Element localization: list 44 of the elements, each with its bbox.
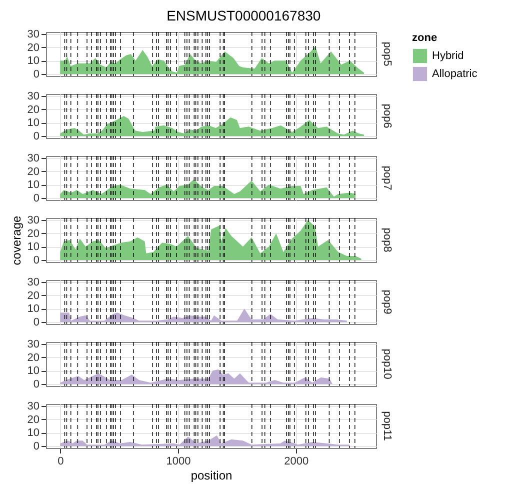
y-tick-label: 10 — [27, 303, 40, 316]
y-tick-label: 30 — [27, 276, 40, 288]
text: pop6 — [381, 104, 393, 128]
y-tick-label: 20 — [27, 104, 40, 116]
x-tick-label: 1000 — [166, 456, 191, 468]
text: pop11 — [381, 411, 393, 441]
chart-title: ENSMUST00000167830 — [166, 8, 321, 24]
y-tick-label: 20 — [27, 228, 40, 240]
text: pop9 — [381, 290, 393, 314]
x-tick-label: 2000 — [284, 456, 309, 468]
y-tick-label: 30 — [27, 152, 40, 164]
y-tick-label: 30 — [27, 28, 40, 40]
y-tick-label: 10 — [27, 427, 40, 440]
text: pop7 — [381, 166, 393, 190]
legend-label: Hybrid — [432, 50, 464, 62]
y-tick-label: 20 — [27, 414, 40, 426]
y-tick-label: 0 — [33, 254, 40, 266]
y-tick-label: 20 — [27, 42, 40, 54]
y-tick-label: 20 — [27, 166, 40, 178]
y-tick-label: 10 — [27, 365, 40, 378]
y-tick-label: 30 — [27, 400, 40, 412]
legend-label: Allopatric — [432, 68, 478, 80]
y-tick-label: 0 — [33, 378, 40, 390]
y-tick-label: 0 — [33, 192, 40, 204]
y-tick-label: 30 — [27, 214, 40, 226]
y-tick-label: 10 — [27, 55, 40, 68]
legend-title: zone — [412, 32, 438, 44]
y-tick-label: 0 — [33, 130, 40, 142]
text: pop5 — [381, 42, 393, 66]
y-tick-label: 20 — [27, 352, 40, 364]
y-tick-label: 0 — [33, 440, 40, 452]
text: pop8 — [381, 228, 393, 252]
y-tick-label: 30 — [27, 90, 40, 102]
y-tick-label: 10 — [27, 117, 40, 130]
text: pop10 — [381, 348, 393, 380]
y-axis-title: coverage — [9, 215, 24, 266]
y-tick-label: 0 — [33, 316, 40, 328]
y-tick-label: 30 — [27, 338, 40, 350]
y-tick-label: 10 — [27, 241, 40, 254]
x-axis-title: position — [190, 468, 232, 482]
y-tick-label: 0 — [33, 68, 40, 80]
y-tick-label: 10 — [27, 179, 40, 192]
y-tick-label: 20 — [27, 290, 40, 302]
x-tick-label: 0 — [58, 456, 64, 468]
